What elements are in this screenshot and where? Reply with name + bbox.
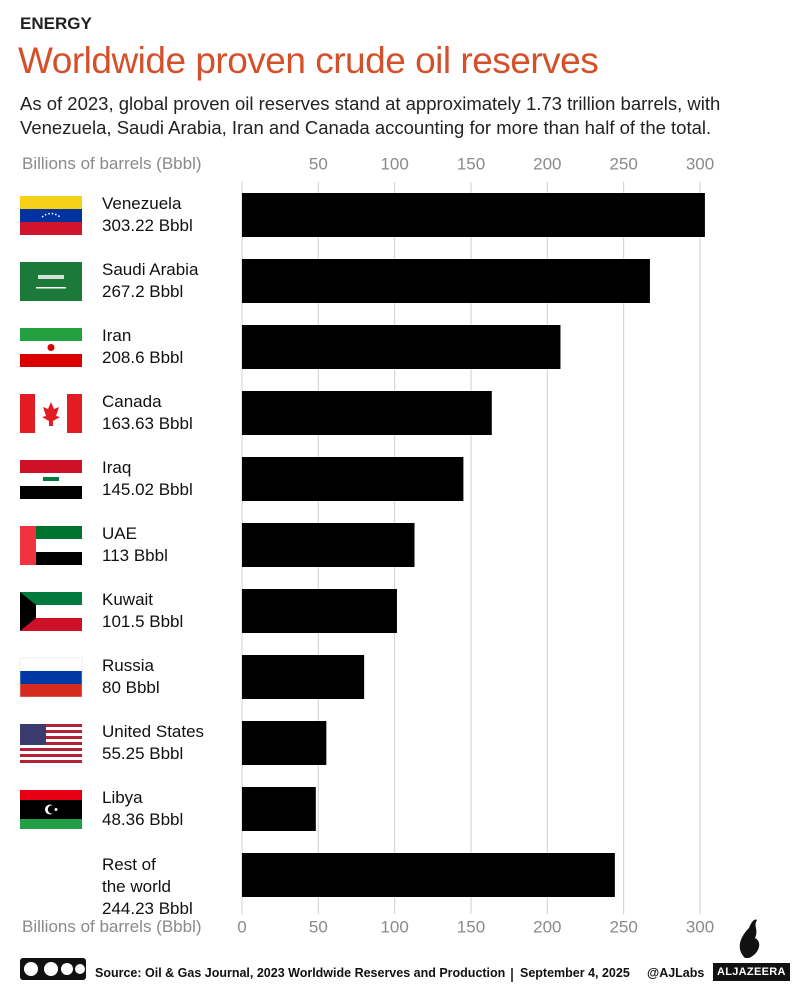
category-label: United States <box>102 722 205 741</box>
flags <box>19 196 83 829</box>
category-block: Russia 80 Bbbl <box>102 655 160 699</box>
cc-license-icon <box>20 958 86 980</box>
flag-iraq <box>20 460 82 499</box>
value-label: 145.02 Bbbl <box>102 480 193 499</box>
bar <box>242 193 705 237</box>
value-label: 267.2 Bbbl <box>102 282 184 301</box>
x-axis-label-bottom: Billions of barrels (Bbbl) <box>22 917 202 936</box>
bar <box>242 259 650 303</box>
flag-canada <box>20 394 82 433</box>
category-label: UAE <box>102 524 137 543</box>
flag-uae <box>20 526 82 565</box>
x-tick-label-bottom: 300 <box>686 917 714 936</box>
x-tick-label-top: 300 <box>686 154 714 173</box>
flag-russia <box>19 657 83 698</box>
category-label: Iraq <box>102 458 132 477</box>
value-label: 113 Bbbl <box>102 546 168 565</box>
x-tick-label-top: 100 <box>380 154 408 173</box>
value-label: 303.22 Bbbl <box>102 216 193 235</box>
bar <box>242 391 492 435</box>
x-tick-label-bottom: 250 <box>609 917 637 936</box>
category-block: Kuwait 101.5 Bbbl <box>102 589 183 633</box>
flag-libya <box>20 790 82 829</box>
bar <box>242 325 561 369</box>
bar <box>242 721 327 765</box>
category-label: Russia <box>102 656 154 675</box>
x-tick-label-top: 50 <box>309 154 328 173</box>
category-block: Canada 163.63 Bbbl <box>102 391 193 435</box>
category-label: Canada <box>102 392 162 411</box>
section-label: ENERGY <box>20 14 92 33</box>
value-label: 55.25 Bbbl <box>102 744 184 763</box>
flag-iran <box>20 328 82 367</box>
category-label: Saudi Arabia <box>102 260 199 279</box>
bar <box>242 523 415 567</box>
x-tick-label-top: 150 <box>457 154 485 173</box>
flag-saudi-arabia <box>20 262 82 301</box>
value-label: 80 Bbbl <box>102 678 160 697</box>
bar <box>242 457 464 501</box>
date: September 4, 2025 <box>520 966 630 980</box>
x-tick-label-bottom: 150 <box>457 917 485 936</box>
value-label: 101.5 Bbbl <box>102 612 184 631</box>
bar <box>242 589 397 633</box>
x-tick-label-bottom: 100 <box>380 917 408 936</box>
subtitle: As of 2023, global proven oil reserves s… <box>20 93 721 138</box>
category-label: Rest of the world <box>102 855 171 896</box>
bars <box>242 193 705 897</box>
bar <box>242 787 316 831</box>
category-block: UAE 113 Bbbl <box>102 523 168 567</box>
value-label: 208.6 Bbbl <box>102 348 184 367</box>
category-block: Iran 208.6 Bbbl <box>102 325 183 369</box>
flag-kuwait <box>20 592 82 631</box>
flag-united-states <box>20 724 82 763</box>
category-label: Venezuela <box>102 194 182 213</box>
x-tick-label-top: 200 <box>533 154 561 173</box>
category-label: Libya <box>102 788 143 807</box>
bar <box>242 853 615 897</box>
x-axis-label-top: Billions of barrels (Bbbl) <box>22 154 202 173</box>
value-label: 48.36 Bbbl <box>102 810 184 829</box>
source: Source: Oil & Gas Journal, 2023 Worldwid… <box>95 966 506 980</box>
x-tick-label-top: 250 <box>609 154 637 173</box>
value-label: 244.23 Bbbl <box>102 899 193 918</box>
category-block: Saudi Arabia 267.2 Bbbl <box>102 259 198 303</box>
category-label: Kuwait <box>102 590 154 609</box>
brand: ALJAZEERA <box>713 963 790 981</box>
category-block: Libya 48.36 Bbbl <box>102 787 183 831</box>
x-tick-label-bottom: 200 <box>533 917 561 936</box>
x-tick-label-bottom: 50 <box>309 917 328 936</box>
category-block: Rest of the world 244.23 Bbbl <box>102 854 193 920</box>
aljazeera-logo <box>739 919 760 958</box>
value-label: 163.63 Bbbl <box>102 414 193 433</box>
category-block: United States 55.25 Bbbl <box>102 721 204 765</box>
category-block: Venezuela 303.22 Bbbl <box>102 193 193 237</box>
category-block: Iraq 145.02 Bbbl <box>102 457 193 501</box>
category-label: Iran <box>102 326 132 345</box>
x-tick-label-bottom: 0 <box>237 917 246 936</box>
handle: @AJLabs <box>647 966 705 980</box>
title: Worldwide proven crude oil reserves <box>18 40 599 81</box>
bar <box>242 655 365 699</box>
flag-venezuela <box>20 196 82 235</box>
